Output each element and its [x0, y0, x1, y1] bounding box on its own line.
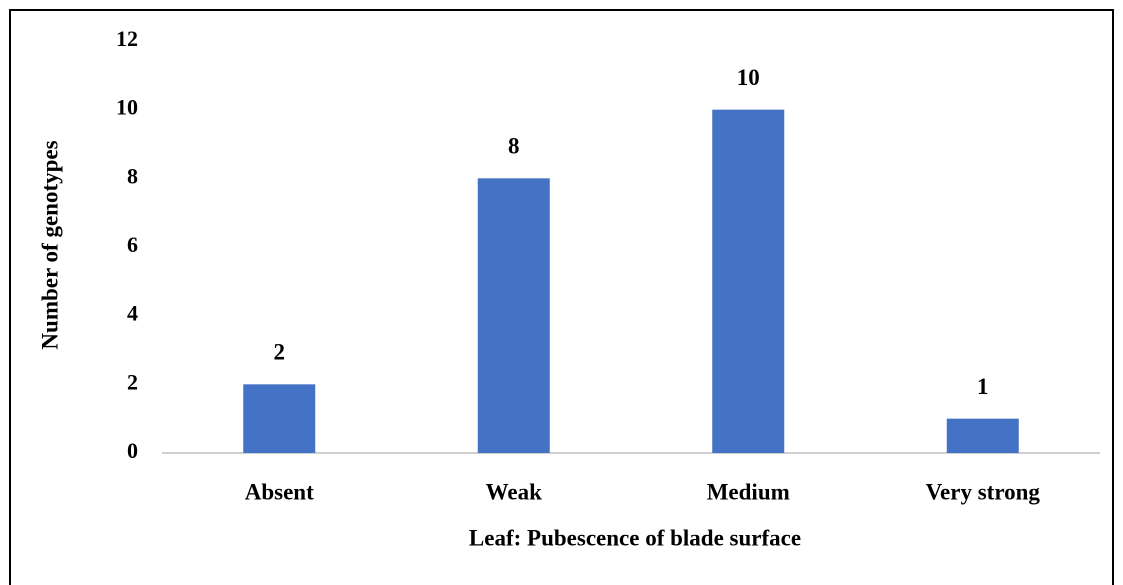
- bar: [243, 384, 316, 453]
- bar: [712, 109, 785, 454]
- y-axis-title: Number of genotypes: [37, 140, 62, 349]
- y-tick-label: 4: [127, 301, 138, 326]
- data-label: 10: [737, 65, 760, 90]
- y-tick-label: 6: [127, 232, 138, 257]
- x-tick-label: Absent: [245, 479, 314, 504]
- y-tick-label: 10: [116, 95, 138, 120]
- frame: [9, 9, 1114, 585]
- data-label: 8: [508, 134, 520, 159]
- y-tick-label: 0: [127, 438, 138, 463]
- data-label: 2: [274, 340, 286, 365]
- data-label: 1: [977, 374, 989, 399]
- x-axis-title: Leaf: Pubescence of blade surface: [469, 525, 801, 550]
- y-tick-label: 12: [116, 26, 138, 51]
- bar: [946, 418, 1019, 453]
- x-tick-label: Medium: [707, 479, 790, 504]
- x-tick-label: Weak: [486, 479, 542, 504]
- bar: [477, 178, 550, 454]
- y-tick-label: 2: [127, 369, 138, 394]
- y-tick-label: 8: [127, 163, 138, 188]
- x-tick-label: Very strong: [926, 479, 1041, 504]
